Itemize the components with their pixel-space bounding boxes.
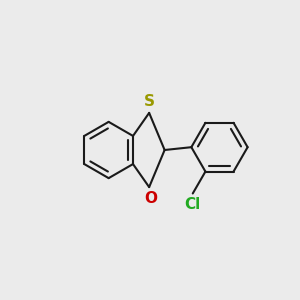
Text: Cl: Cl	[184, 197, 201, 212]
Text: S: S	[144, 94, 155, 109]
Text: O: O	[144, 191, 157, 206]
